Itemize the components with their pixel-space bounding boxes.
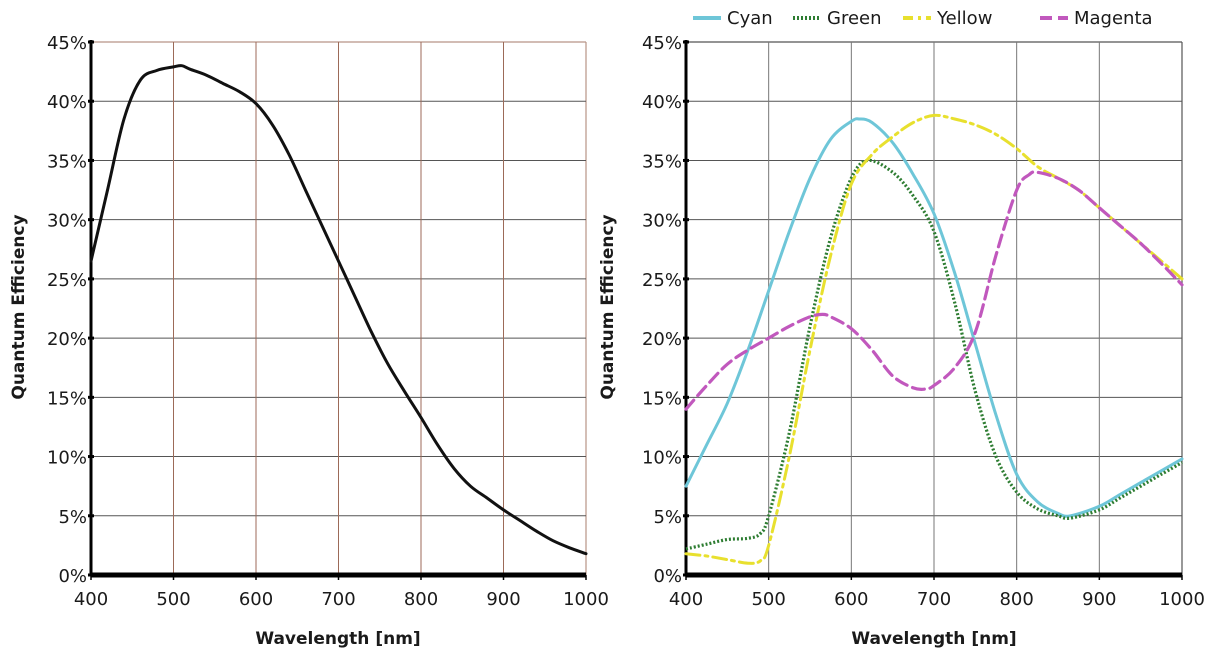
qe-monochrome-chart: Quantum Efficiency Wavelength [nm] 0% 5% 1… <box>9 33 609 649</box>
x-tick-label: 700 <box>917 589 951 610</box>
y-tick-label: 10% <box>642 448 682 469</box>
y-tick-label: 10% <box>47 448 87 469</box>
x-tick-label: 1000 <box>563 589 609 610</box>
y-tick-label: 40% <box>642 92 682 113</box>
x-tick-label: 600 <box>239 589 273 610</box>
chart1-legend: Cyan Green Yellow Magenta <box>693 8 1153 29</box>
y-tick-label: 0% <box>58 566 87 587</box>
y-tick-label: 30% <box>642 211 682 232</box>
y-tick-label: 20% <box>47 329 87 350</box>
series-line-green <box>685 158 1183 551</box>
y-tick-label: 5% <box>58 507 87 528</box>
x-tick-label: 1000 <box>1159 589 1205 610</box>
x-tick-label: 700 <box>321 589 355 610</box>
y-tick-label: 0% <box>653 566 682 587</box>
y-tick-label: 25% <box>642 270 682 291</box>
y-tick-label: 45% <box>47 33 87 54</box>
x-tick-label: 800 <box>999 589 1033 610</box>
y-tick-label: 35% <box>642 151 682 172</box>
x-tick-label: 900 <box>1082 589 1116 610</box>
chart0-ylabel: Quantum Efficiency <box>9 214 29 399</box>
legend-label-yellow: Yellow <box>936 8 992 29</box>
legend-label-cyan: Cyan <box>727 8 773 29</box>
y-tick-label: 20% <box>642 329 682 350</box>
x-tick-label: 900 <box>486 589 520 610</box>
legend-label-green: Green <box>827 8 882 29</box>
series-line-magenta <box>684 170 1184 411</box>
x-tick-label: 500 <box>751 589 785 610</box>
y-tick-label: 25% <box>47 270 87 291</box>
x-tick-label: 400 <box>74 589 108 610</box>
series-line-cyan <box>684 117 1184 518</box>
y-tick-label: 40% <box>47 92 87 113</box>
y-tick-label: 5% <box>653 507 682 528</box>
y-tick-label: 35% <box>47 151 87 172</box>
series-line-qe <box>89 64 588 556</box>
y-tick-label: 45% <box>642 33 682 54</box>
y-tick-label: 15% <box>642 388 682 409</box>
x-tick-label: 400 <box>669 589 703 610</box>
chart1-ylabel: Quantum Efficiency <box>598 214 618 399</box>
y-tick-label: 30% <box>47 211 87 232</box>
chart0-xlabel: Wavelength [nm] <box>255 629 420 649</box>
qe-color-chart: Quantum Efficiency Wavelength [nm] 0% 5% 1… <box>598 33 1205 649</box>
x-tick-label: 600 <box>834 589 868 610</box>
x-tick-label: 800 <box>404 589 438 610</box>
x-tick-label: 500 <box>156 589 190 610</box>
legend-label-magenta: Magenta <box>1074 8 1153 29</box>
chart1-xlabel: Wavelength [nm] <box>851 629 1016 649</box>
y-tick-label: 15% <box>47 388 87 409</box>
